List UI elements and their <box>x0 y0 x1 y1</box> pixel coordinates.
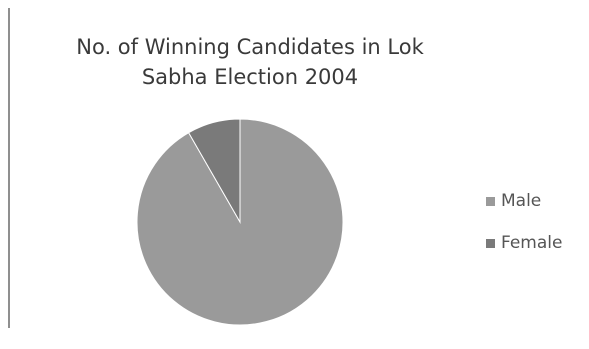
legend: Male Female <box>486 188 586 272</box>
pie-chart <box>136 118 344 326</box>
legend-label-male: Male <box>501 191 542 211</box>
legend-swatch-male <box>486 196 495 206</box>
chart-title-line-1: No. of Winning Candidates in Lok <box>76 35 424 59</box>
legend-item-female: Female <box>486 230 586 256</box>
chart-title-line-2: Sabha Election 2004 <box>141 65 359 89</box>
legend-swatch-female <box>486 238 495 248</box>
legend-label-female: Female <box>501 233 563 253</box>
legend-item-male: Male <box>486 188 586 214</box>
pie-slice-female <box>187 118 241 224</box>
chart-frame <box>8 8 578 328</box>
chart-title: No. of Winning Candidates in Lok Sabha E… <box>50 32 450 92</box>
